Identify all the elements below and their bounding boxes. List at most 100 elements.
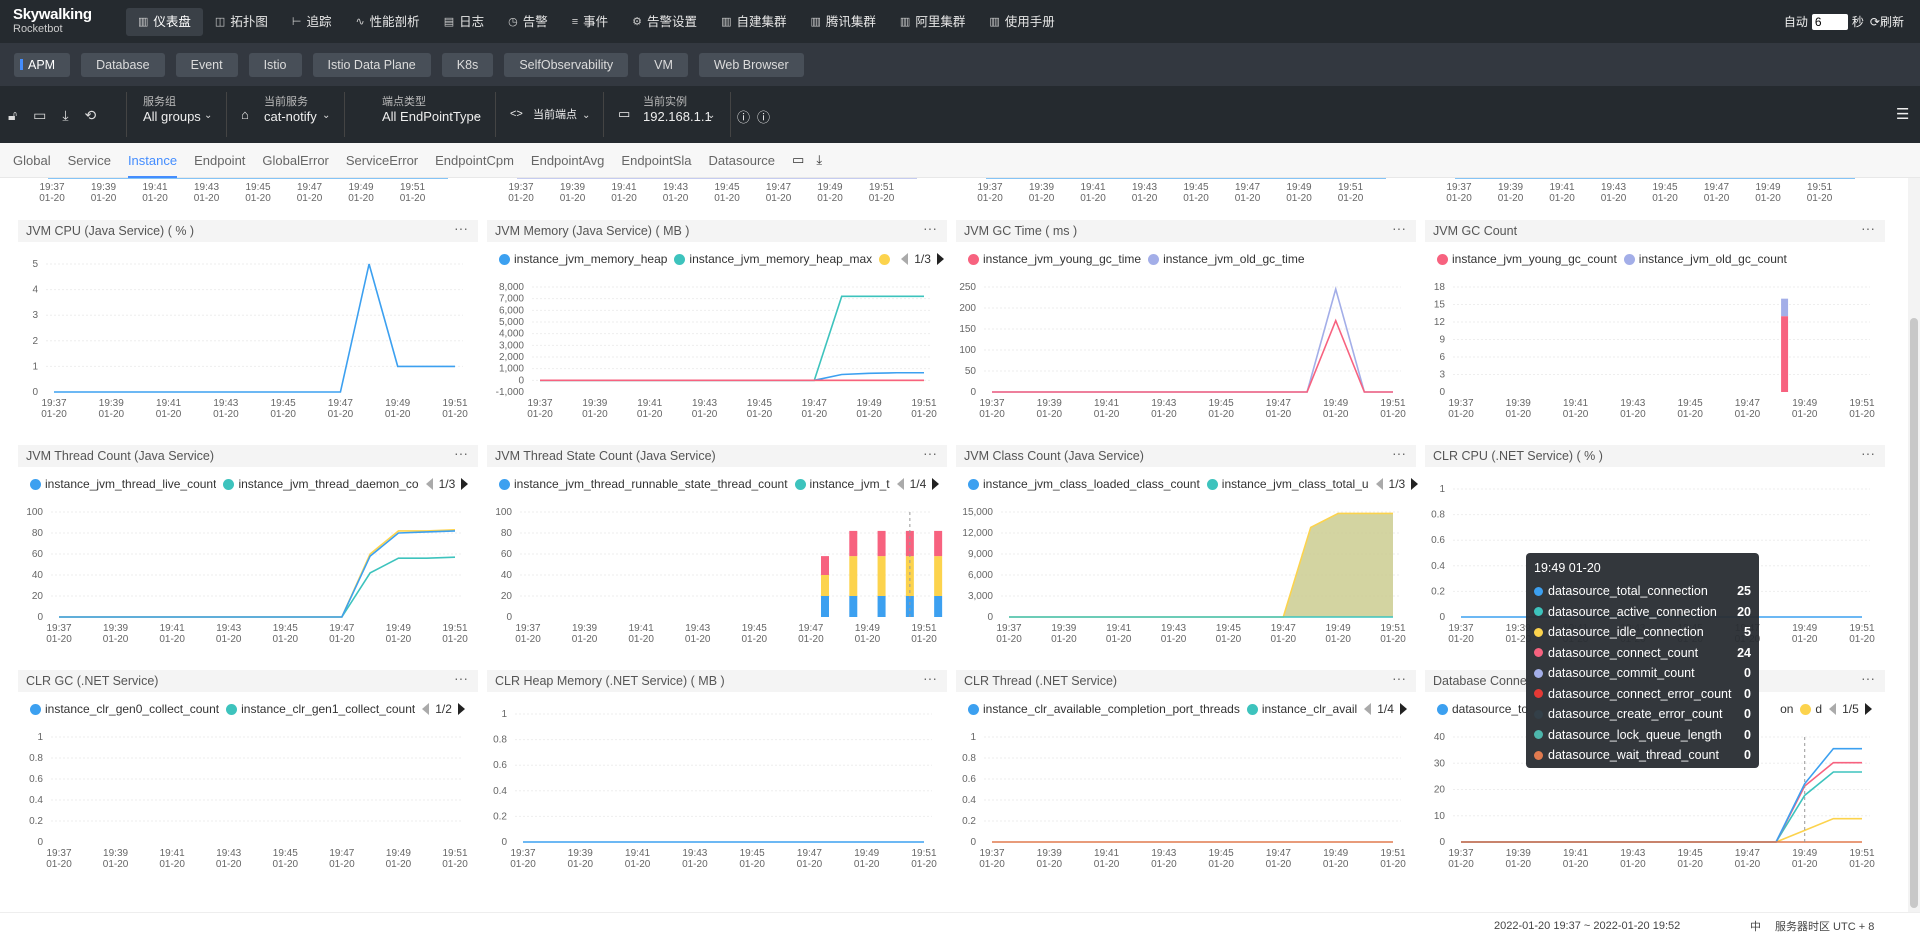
more-options-icon[interactable]: ··· xyxy=(1392,220,1406,236)
page-prev-icon[interactable] xyxy=(896,478,904,490)
chart-canvas[interactable]: 01020304019:3701-2019:3901-2019:4101-201… xyxy=(1425,692,1885,892)
legend-item[interactable]: instance_jvm_young_gc_count xyxy=(1437,252,1617,266)
page-next-icon[interactable] xyxy=(936,253,944,265)
page-next-icon[interactable] xyxy=(457,703,465,715)
nav-item-8[interactable]: ▥ 自建集群 xyxy=(709,8,798,36)
legend-item[interactable]: instance_jvm_memory_heap xyxy=(499,252,667,266)
nav-item-11[interactable]: ▥ 使用手册 xyxy=(977,8,1066,36)
scrollbar[interactable] xyxy=(1908,178,1920,912)
layer-button-web-browser[interactable]: Web Browser xyxy=(698,52,804,77)
legend-item[interactable]: datasource_to xyxy=(1437,702,1528,716)
more-options-icon[interactable]: ··· xyxy=(923,220,937,236)
legend-item[interactable]: instance_jvm_memory_heap_max xyxy=(674,252,872,266)
tab-globalerror[interactable]: GlobalError xyxy=(262,152,329,168)
lock-icon[interactable]: 🔓︎ xyxy=(8,107,18,123)
tab-service[interactable]: Service xyxy=(67,152,111,168)
page-prev-icon[interactable] xyxy=(1375,478,1383,490)
more-options-icon[interactable]: ··· xyxy=(923,445,937,461)
info-icon[interactable]: ⓘ xyxy=(737,110,751,125)
page-prev-icon[interactable] xyxy=(1829,703,1837,715)
service-group-select[interactable]: 服务组 All groups ⌄ xyxy=(143,95,223,135)
more-options-icon[interactable]: ··· xyxy=(1392,445,1406,461)
page-prev-icon[interactable] xyxy=(422,703,430,715)
info-icon[interactable]: ⓘ xyxy=(757,110,771,125)
layer-button-istio-data-plane[interactable]: Istio Data Plane xyxy=(312,52,431,77)
nav-item-4[interactable]: ▤ 日志 xyxy=(432,8,496,36)
tab-global[interactable]: Global xyxy=(13,152,51,168)
auto-refresh-label[interactable]: 自动 xyxy=(1783,15,1808,29)
chart-canvas[interactable]: 03,0006,0009,00012,00015,00019:3701-2019… xyxy=(956,467,1416,667)
chart-canvas[interactable]: 00.20.40.60.8119:3701-2019:3901-2019:410… xyxy=(956,692,1416,892)
legend-item[interactable]: instance_jvm_young_gc_time xyxy=(968,252,1141,266)
layer-button-apm[interactable]: APM xyxy=(14,52,71,77)
more-options-icon[interactable]: ··· xyxy=(1861,670,1875,686)
layer-button-selfobservability[interactable]: SelfObservability xyxy=(504,52,629,77)
folder-icon[interactable]: ▭ xyxy=(33,107,47,123)
download-icon[interactable]: ⤓ xyxy=(816,152,823,167)
page-prev-icon[interactable] xyxy=(901,253,909,265)
more-options-icon[interactable]: ··· xyxy=(1861,445,1875,461)
legend-item[interactable]: on xyxy=(1780,702,1793,716)
nav-item-2[interactable]: ⊢ 追踪 xyxy=(280,8,344,36)
tab-endpointcpm[interactable]: EndpointCpm xyxy=(435,152,514,168)
page-next-icon[interactable] xyxy=(1411,478,1419,490)
chart-canvas[interactable]: 00.20.40.60.8119:3701-2019:3901-2019:410… xyxy=(18,692,478,892)
chart-canvas[interactable]: 00.20.40.60.8119:3701-2019:3901-2019:410… xyxy=(487,692,947,892)
legend-item[interactable] xyxy=(879,253,894,265)
nav-item-1[interactable]: ◫ 拓扑图 xyxy=(203,8,280,36)
legend-item[interactable]: instance_jvm_old_gc_count xyxy=(1623,252,1787,266)
tab-endpointsla[interactable]: EndpointSla xyxy=(621,152,692,168)
legend-item[interactable]: instance_jvm_class_loaded_class_count xyxy=(968,477,1200,491)
chart-canvas[interactable]: 02040608010019:3701-2019:3901-2019:4101-… xyxy=(18,467,478,667)
chart-canvas[interactable]: 02040608010019:3701-2019:3901-2019:4101-… xyxy=(487,467,947,667)
nav-item-10[interactable]: ▥ 阿里集群 xyxy=(888,8,977,36)
page-next-icon[interactable] xyxy=(1399,703,1407,715)
legend-item[interactable]: d xyxy=(1800,702,1822,716)
tab-datasource[interactable]: Datasource xyxy=(708,152,776,168)
legend-item[interactable]: instance_jvm_class_total_u xyxy=(1206,477,1369,491)
layer-button-vm[interactable]: VM xyxy=(639,52,688,77)
service-select[interactable]: ⌂ 当前服务 cat-notify ⌄ xyxy=(241,95,341,135)
legend-item[interactable]: instance_jvm_thread_daemon_co xyxy=(223,477,419,491)
page-prev-icon[interactable] xyxy=(1364,703,1372,715)
time-range[interactable]: 2022-01-20 19:37 ~ 2022-01-20 19:52 xyxy=(1494,920,1681,932)
sync-icon[interactable]: ⟲ xyxy=(84,107,97,123)
layer-button-istio[interactable]: Istio xyxy=(248,52,302,77)
chart-canvas[interactable]: 01234519:3701-2019:3901-2019:4101-2019:4… xyxy=(18,242,478,442)
refresh-button[interactable]: ⟳刷新 xyxy=(1870,13,1904,30)
legend-item[interactable]: instance_clr_avail xyxy=(1246,702,1357,716)
layer-button-event[interactable]: Event xyxy=(175,52,238,77)
legend-item[interactable]: instance_jvm_t xyxy=(794,477,890,491)
nav-item-0[interactable]: ▥ 仪表盘 xyxy=(126,8,203,36)
chart-canvas[interactable]: 036912151819:3701-2019:3901-2019:4101-20… xyxy=(1425,242,1885,442)
chart-canvas[interactable]: -1,00001,0002,0003,0004,0005,0006,0007,0… xyxy=(487,242,947,442)
scrollbar-thumb[interactable] xyxy=(1910,318,1918,908)
page-next-icon[interactable] xyxy=(461,478,469,490)
layer-button-k8s[interactable]: K8s xyxy=(441,52,494,77)
nav-item-6[interactable]: ≡ 事件 xyxy=(560,8,620,36)
tab-instance[interactable]: Instance xyxy=(127,143,178,178)
nav-item-3[interactable]: ∿ 性能剖析 xyxy=(343,8,431,36)
legend-item[interactable]: instance_jvm_thread_live_count xyxy=(30,477,216,491)
tab-endpointavg[interactable]: EndpointAvg xyxy=(530,152,605,168)
download-icon[interactable]: ⤓ xyxy=(62,107,69,123)
endpoint-type-select[interactable]: 端点类型 All EndPointType ⌄ xyxy=(382,95,492,135)
logo[interactable]: Skywalking Rocketbot xyxy=(13,7,92,36)
refresh-interval-input[interactable] xyxy=(1811,13,1848,30)
more-options-icon[interactable]: ··· xyxy=(1392,670,1406,686)
endpoint-select[interactable]: <> 当前端点 ⌄ xyxy=(508,95,598,135)
page-next-icon[interactable] xyxy=(932,478,940,490)
folder-icon[interactable]: ▭ xyxy=(792,152,805,167)
legend-item[interactable]: instance_jvm_old_gc_time xyxy=(1148,252,1305,266)
page-prev-icon[interactable] xyxy=(425,478,433,490)
legend-item[interactable]: instance_jvm_thread_runnable_state_threa… xyxy=(499,477,788,491)
layer-button-database[interactable]: Database xyxy=(81,52,165,77)
tab-endpoint[interactable]: Endpoint xyxy=(194,152,246,168)
legend-item[interactable]: instance_clr_gen0_collect_count xyxy=(30,702,219,716)
language-toggle[interactable]: 中 xyxy=(1750,921,1761,933)
more-options-icon[interactable]: ··· xyxy=(454,220,468,236)
more-options-icon[interactable]: ··· xyxy=(454,670,468,686)
nav-item-7[interactable]: ⚙ 告警设置 xyxy=(620,8,709,36)
nav-item-5[interactable]: ◷ 告警 xyxy=(496,8,560,36)
menu-fold-icon[interactable]: ☰ xyxy=(1896,106,1910,123)
